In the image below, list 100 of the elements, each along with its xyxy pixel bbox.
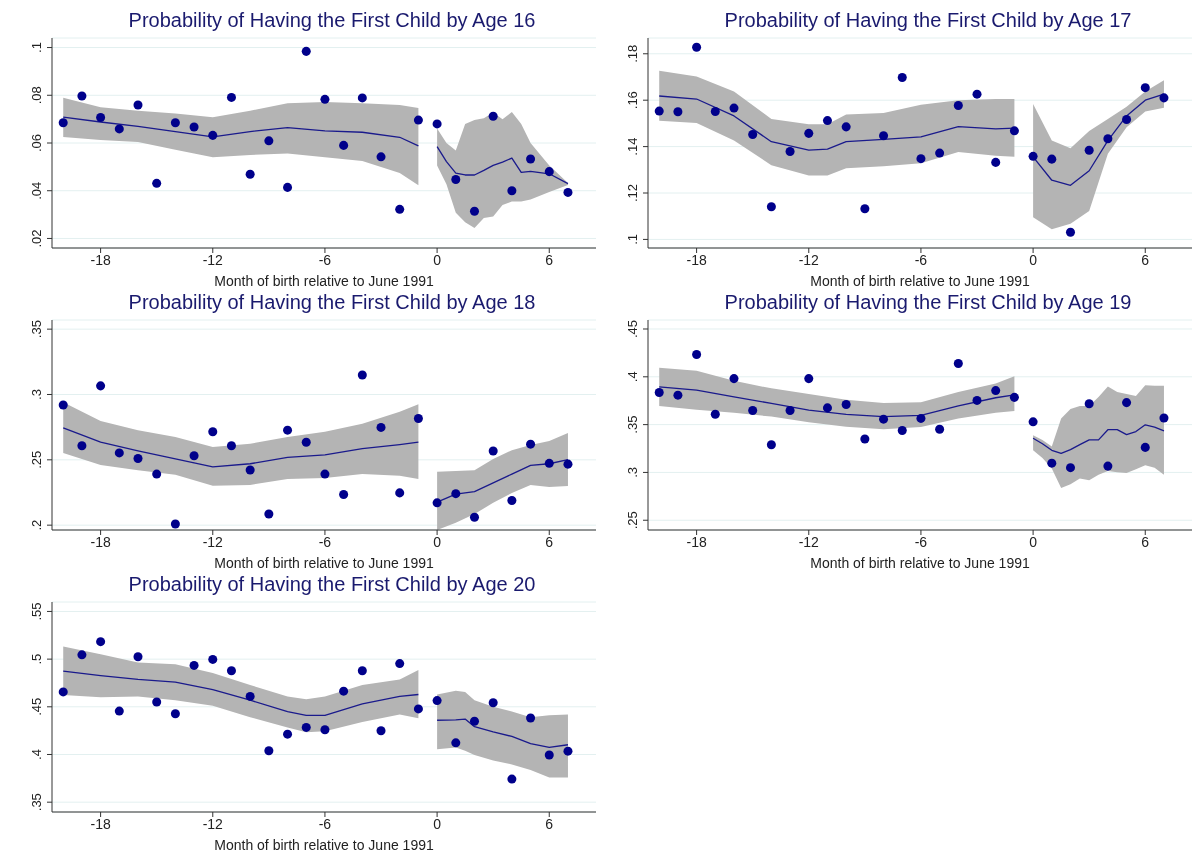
y-tick-label: .45: [625, 319, 640, 339]
point: [133, 652, 143, 662]
point: [77, 650, 87, 660]
point: [935, 148, 945, 158]
y-tick-label: .55: [29, 602, 44, 621]
point: [189, 451, 199, 461]
point: [673, 107, 683, 117]
point: [1122, 114, 1132, 124]
point: [488, 111, 498, 121]
point: [1009, 126, 1019, 136]
y-tick-label: .25: [29, 450, 44, 469]
point: [413, 115, 423, 125]
y-tick-label: .04: [29, 181, 44, 200]
point: [301, 722, 311, 732]
point: [526, 154, 536, 164]
point: [785, 406, 795, 416]
y-tick-label: .25: [625, 511, 640, 530]
point: [766, 440, 776, 450]
point: [189, 122, 199, 132]
x-tick-label: -6: [318, 251, 332, 268]
y-tick-label: .2: [29, 519, 44, 531]
chart-title: Probability of Having the First Child by Age 19: [723, 290, 1133, 314]
x-tick-label: 6: [1141, 533, 1150, 550]
point: [1084, 145, 1094, 155]
point: [245, 691, 255, 701]
point: [451, 175, 461, 185]
point: [133, 100, 143, 110]
y-tick-label: .45: [29, 697, 44, 716]
point: [916, 154, 926, 164]
point: [766, 202, 776, 212]
x-tick-label: 6: [545, 815, 554, 832]
point: [526, 713, 536, 723]
point: [395, 659, 405, 669]
point: [1122, 398, 1132, 408]
point: [451, 738, 461, 748]
point: [879, 414, 889, 424]
point: [972, 395, 982, 405]
point: [1009, 392, 1019, 402]
x-tick-label: -6: [914, 251, 928, 268]
point: [357, 93, 367, 103]
point: [1065, 463, 1075, 473]
point: [264, 509, 274, 519]
point: [953, 359, 963, 369]
point: [729, 374, 739, 384]
point: [785, 146, 795, 156]
x-tick-label: -12: [798, 251, 820, 268]
y-tick-label: .16: [625, 91, 640, 110]
point: [152, 178, 162, 188]
point: [395, 204, 405, 214]
y-tick-label: .3: [625, 467, 640, 478]
x-tick-label: -18: [90, 815, 111, 832]
point: [1103, 461, 1113, 471]
point: [189, 660, 199, 670]
y-tick-label: .35: [625, 415, 640, 434]
x-tick-label: -12: [202, 533, 224, 550]
point: [1028, 417, 1038, 427]
point: [953, 101, 963, 111]
point: [841, 400, 851, 410]
point: [544, 750, 554, 760]
point: [1140, 83, 1150, 93]
y-tick-label: .1: [625, 233, 640, 245]
point: [841, 122, 851, 132]
point: [710, 107, 720, 117]
y-tick-label: .4: [29, 749, 44, 760]
point: [283, 182, 293, 192]
point: [526, 439, 536, 449]
point: [320, 725, 330, 735]
point: [264, 746, 274, 756]
point: [357, 370, 367, 380]
point: [507, 495, 517, 505]
chart-title: Probability of Having the First Child by Age 18: [127, 290, 537, 314]
point: [1047, 458, 1057, 468]
point: [264, 136, 274, 146]
point: [991, 157, 1001, 167]
point: [804, 374, 814, 384]
point: [96, 637, 106, 647]
point: [822, 116, 832, 126]
x-axis-title: Month of birth relative to June 1991: [214, 837, 434, 853]
x-tick-label: -6: [914, 533, 928, 550]
point: [654, 106, 664, 116]
point: [860, 204, 870, 214]
point: [114, 706, 124, 716]
point: [339, 140, 349, 150]
x-tick-label: 6: [545, 251, 554, 268]
point: [170, 519, 180, 529]
point: [339, 489, 349, 499]
point: [376, 152, 386, 162]
point: [133, 454, 143, 464]
point: [469, 206, 479, 216]
x-tick-label: 6: [545, 533, 554, 550]
point: [1065, 227, 1075, 237]
x-tick-label: 0: [1029, 251, 1038, 268]
x-axis-title: Month of birth relative to June 1991: [214, 555, 434, 571]
y-tick-label: .06: [29, 133, 44, 153]
point: [507, 774, 517, 784]
point: [729, 103, 739, 113]
point: [748, 130, 758, 140]
x-tick-label: 0: [433, 251, 442, 268]
x-tick-label: -18: [686, 533, 707, 550]
point: [507, 186, 517, 196]
